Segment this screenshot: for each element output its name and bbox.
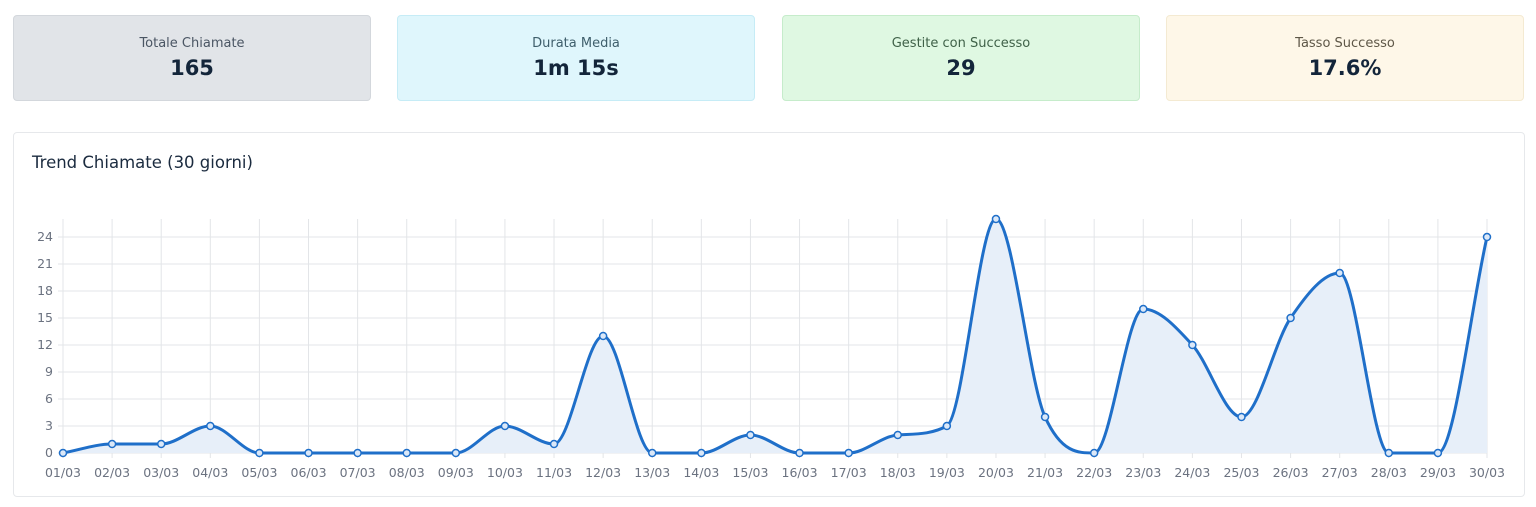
x-tick-label: 13/03	[634, 465, 670, 480]
y-tick-label: 18	[37, 283, 53, 298]
stat-card-total-calls: Totale Chiamate 165	[13, 15, 371, 101]
x-tick-label: 12/03	[585, 465, 621, 480]
y-tick-label: 24	[37, 229, 53, 244]
x-tick-label: 18/03	[880, 465, 916, 480]
data-point	[451, 448, 461, 458]
y-tick-label: 21	[37, 256, 53, 271]
y-tick-label: 15	[37, 310, 53, 325]
data-point	[1384, 448, 1394, 458]
x-tick-label: 08/03	[389, 465, 425, 480]
x-tick-label: 16/03	[782, 465, 818, 480]
data-point	[1286, 313, 1295, 323]
y-tick-label: 3	[45, 418, 53, 433]
data-point	[1433, 448, 1443, 458]
x-tick-label: 15/03	[732, 465, 768, 480]
x-tick-label: 03/03	[143, 465, 179, 480]
x-tick-label: 09/03	[438, 465, 474, 480]
x-tick-label: 14/03	[683, 465, 719, 480]
data-point	[991, 214, 1001, 224]
data-point	[1237, 412, 1246, 422]
stat-value: 1m 15s	[533, 56, 619, 80]
x-tick-label: 24/03	[1174, 465, 1210, 480]
stat-label: Durata Media	[532, 36, 620, 51]
data-point	[107, 439, 117, 449]
data-point	[942, 421, 952, 431]
data-point	[500, 421, 510, 431]
data-point	[353, 448, 362, 458]
data-point	[402, 448, 411, 458]
data-point	[598, 331, 608, 341]
stat-card-successful-calls: Gestite con Successo 29	[782, 15, 1140, 101]
chart-title: Trend Chiamate (30 giorni)	[32, 153, 253, 172]
x-tick-label: 23/03	[1125, 465, 1161, 480]
stat-card-success-rate: Tasso Successo 17.6%	[1166, 15, 1524, 101]
stat-value: 165	[170, 56, 214, 80]
x-tick-label: 22/03	[1076, 465, 1112, 480]
x-tick-label: 02/03	[94, 465, 130, 480]
data-point	[58, 448, 68, 458]
x-tick-label: 05/03	[241, 465, 277, 480]
y-tick-label: 6	[45, 391, 53, 406]
data-point	[1188, 340, 1197, 350]
x-tick-label: 17/03	[831, 465, 867, 480]
chart-panel: Trend Chiamate (30 giorni) 0 3 6 9 12 15 18 21 2…	[13, 132, 1525, 497]
data-point	[844, 448, 853, 458]
data-point	[1335, 268, 1344, 278]
data-point	[549, 439, 559, 449]
x-tick-label: 26/03	[1273, 465, 1309, 480]
x-tick-label: 25/03	[1223, 465, 1259, 480]
data-point	[746, 430, 755, 440]
stat-label: Gestite con Successo	[891, 36, 1031, 51]
data-point	[893, 430, 903, 440]
x-tick-label: 04/03	[192, 465, 228, 480]
series-line	[62, 217, 1489, 455]
x-tick-label: 21/03	[1027, 465, 1063, 480]
calls-trend-chart: 0 3 6 9 12 15 18 21 24 01/03 02/03 03/03 04/03 05/03 0…	[37, 214, 1505, 480]
x-tick-label: 01/03	[45, 465, 81, 480]
data-point	[1040, 412, 1050, 422]
data-point	[1139, 304, 1148, 314]
x-tick-label: 10/03	[487, 465, 523, 480]
x-tick-label: 28/03	[1371, 465, 1407, 480]
stat-value: 17.6%	[1308, 56, 1382, 80]
data-point	[1482, 232, 1492, 242]
x-tick-label: 07/03	[340, 465, 376, 480]
x-tick-label: 27/03	[1322, 465, 1358, 480]
data-point	[255, 448, 264, 458]
data-point	[206, 421, 215, 431]
stat-label: Tasso Successo	[1295, 36, 1395, 51]
data-point	[795, 448, 804, 458]
y-tick-label: 12	[37, 337, 53, 352]
y-tick-label: 0	[45, 445, 53, 460]
data-point	[304, 448, 313, 458]
stat-card-average-duration: Durata Media 1m 15s	[397, 15, 755, 101]
data-point	[156, 439, 166, 449]
x-tick-label: 30/03	[1469, 465, 1505, 480]
x-tick-label: 29/03	[1420, 465, 1456, 480]
y-tick-label: 9	[45, 364, 53, 379]
stat-value: 29	[946, 56, 976, 80]
x-tick-label: 11/03	[536, 465, 572, 480]
stat-label: Totale Chiamate	[139, 36, 245, 51]
data-point	[1089, 448, 1099, 458]
x-tick-label: 20/03	[978, 465, 1014, 480]
data-point	[697, 448, 706, 458]
series-area	[63, 219, 1487, 453]
data-point	[647, 448, 657, 458]
x-tick-label: 19/03	[929, 465, 965, 480]
x-tick-label: 06/03	[291, 465, 327, 480]
